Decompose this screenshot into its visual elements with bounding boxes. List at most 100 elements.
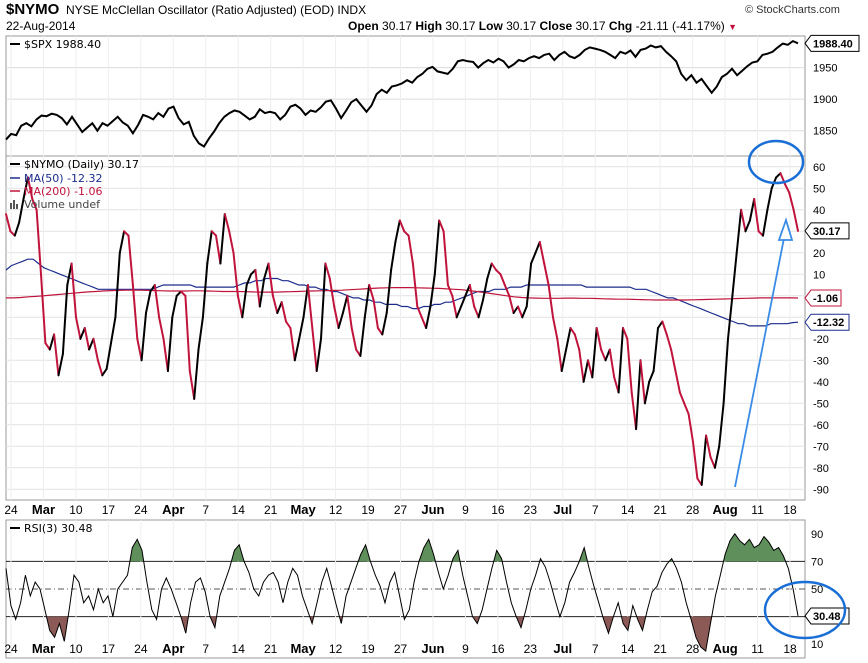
rsi-x-tick-label: 14 [232,642,246,656]
nymo-segment [582,359,589,383]
nymo-segment [188,370,196,400]
ma200-legend-text: MA(200) -1.06 [24,185,103,198]
close-label: Close [539,19,573,33]
nymo-legend-text: $NYMO (Daily) 30.17 [24,158,139,171]
nymo-segment [223,213,231,233]
ma50-value-tag: -12.32 [804,313,850,331]
nymo-segment [153,284,161,319]
low-value: 30.17 [506,19,537,33]
nymo-segment [692,440,699,480]
nymo-segment [617,327,624,394]
nymo-segment [499,273,506,286]
nymo-segment [22,176,29,200]
nymo-segment [267,262,274,297]
spx-line [5,39,799,148]
nymo-segment [245,273,252,286]
nymo-segment [175,290,182,297]
nymo-segment [538,241,546,265]
nymo-segment [517,305,524,319]
ma50-value-tag-box [804,313,850,331]
nymo-segment [722,337,729,405]
nymo-segment [578,348,585,383]
x-tick-label: 11 [751,503,764,517]
x-tick-label: Aug [712,502,737,517]
rsi-x-tick-label: 11 [751,642,764,656]
x-tick-label: 24 [134,503,148,517]
nymo-segment [232,251,239,297]
nymo-segment [26,176,34,200]
nymo-segment [468,284,476,308]
nymo-segment [735,208,743,254]
rsi-x-tick-label: Jun [421,641,444,656]
x-tick-label: 9 [462,503,469,517]
rsi-x-tick-label: 23 [524,642,538,656]
rsi-x-tick-label: May [290,641,316,656]
nymo-segment [320,262,327,340]
rsi-x-tick-label: 7 [592,642,599,656]
ma50-line [5,258,799,327]
nymo-segment [547,284,554,319]
nymo-segment [75,316,82,340]
nymo-segment [490,262,498,271]
nymo-segment [131,284,139,340]
nymo-segment [197,316,204,351]
nymo-segment [648,370,655,383]
nymo-segment [429,273,436,308]
trend-arrow-annotation [734,227,787,488]
rsi-y-tick: 70 [811,556,823,568]
nymo-segment [508,294,515,314]
x-tick-label: 27 [394,503,408,517]
nymo-y-tick: 10 [813,269,825,281]
nymo-segment [105,342,112,370]
nymo-segment [455,305,463,319]
nymo-segment [556,337,563,372]
nymo-segment [748,198,756,222]
nymo-segment [705,434,712,458]
nymo-segment [595,327,603,351]
spx-y-tick: 1850 [813,126,837,138]
spx-value-tag: 1988.40 [804,34,860,52]
rsi-value-tag-box [804,607,850,625]
nymo-segment [306,284,314,329]
rsi-x-tick-label: 14 [621,642,635,656]
chg-label: Chg [608,19,633,33]
nymo-segment [127,234,134,286]
nymo-y-tick: -20 [813,334,829,346]
x-tick-label: 7 [202,503,209,517]
nymo-segment [398,219,406,233]
nymo-segment [446,284,454,297]
rsi-x-tick-label: 24 [4,642,18,656]
rsi-x-tick-label: 16 [491,642,505,656]
nymo-segment [57,352,64,377]
nymo-segment [591,327,598,379]
nymo-segment [66,262,73,286]
nymo-segment [731,251,738,297]
nymo-segment [123,230,130,237]
nymo-segment [118,230,126,254]
rsi-y-tick: 50 [811,584,823,596]
nymo-segment [700,434,708,486]
x-tick-label: 24 [4,503,18,517]
rsi-oversold-fill [180,616,189,634]
nymo-segment [766,187,773,211]
nymo-segment [525,262,533,308]
x-tick-label: Jul [553,502,572,517]
nymo-segment [166,316,174,372]
nymo-segment [403,230,410,237]
nymo-segment [744,219,751,233]
nymo-segment [460,294,467,308]
rsi-overbought-fill [129,539,144,562]
ma200-value-tag-text: -1.06 [813,293,838,305]
nymo-segment [727,294,734,340]
nymo-segment [486,262,493,280]
nymo-segment [298,316,305,340]
nymo-segment [381,312,388,336]
nymo-segment [271,294,279,314]
x-tick-label: 28 [686,503,700,517]
x-tick-label: 21 [653,503,667,517]
spx-y-tick: 1900 [813,94,837,106]
nymo-segment [285,320,292,329]
value-tags: 1988.40 30.17 -1.06 -12.32 30.48 [804,34,860,625]
nymo-segment [341,294,349,314]
nymo-segment [210,230,217,237]
